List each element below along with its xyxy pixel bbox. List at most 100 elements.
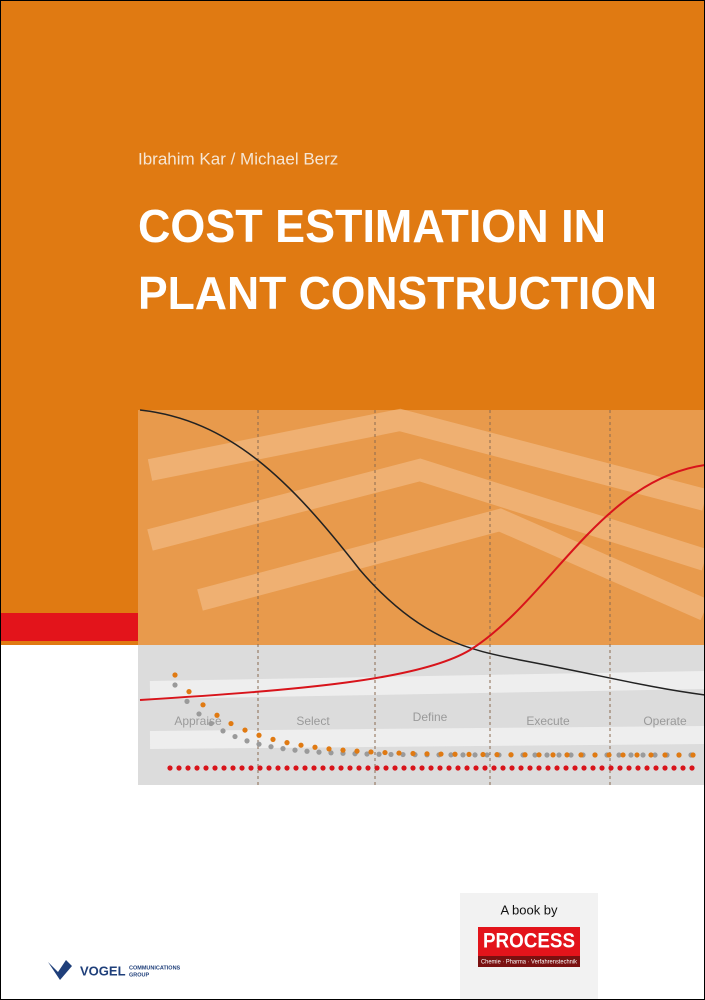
- decor-dot: [374, 765, 380, 771]
- decor-dot: [316, 749, 322, 755]
- decor-dot: [518, 765, 524, 771]
- decor-dot: [200, 702, 206, 708]
- decor-dot: [383, 765, 389, 771]
- logo-tagline: Chemie · Pharma · Verfahrenstechnik: [481, 960, 578, 966]
- decor-dot: [268, 744, 274, 750]
- badge-caption: A book by: [500, 902, 558, 917]
- decor-dot: [196, 711, 202, 717]
- decor-dot: [239, 765, 245, 771]
- decor-dot: [419, 765, 425, 771]
- decor-dot: [256, 741, 262, 747]
- decor-dot: [484, 752, 490, 758]
- decor-dot: [464, 765, 470, 771]
- decor-dot: [388, 751, 394, 758]
- decor-dot: [396, 750, 402, 756]
- decor-dot: [382, 749, 388, 756]
- decor-dot: [214, 712, 220, 718]
- decor-dot: [232, 733, 238, 740]
- tagline-bar: [478, 956, 580, 967]
- decor-dot: [466, 751, 472, 758]
- decor-dot: [270, 736, 276, 742]
- decor-dot: [536, 765, 542, 771]
- decor-dot: [354, 748, 360, 754]
- cover-illustration: Appraise Select Define Execute Operate: [138, 408, 705, 785]
- decor-dot: [329, 765, 335, 771]
- decor-dot: [340, 747, 346, 753]
- decor-dot: [410, 765, 416, 771]
- decor-dot: [527, 765, 533, 771]
- cost-curve: [139, 409, 705, 696]
- decor-dot: [455, 765, 461, 771]
- decor-dot: [230, 765, 236, 771]
- decor-dot: [338, 765, 344, 771]
- logo-mark: [48, 960, 72, 980]
- decor-dot: [460, 752, 466, 758]
- decor-dot: [400, 751, 406, 758]
- phase-dividers: [257, 410, 611, 785]
- decor-dot: [634, 752, 640, 758]
- decor-dot: [368, 749, 374, 755]
- decor-dot: [652, 752, 658, 758]
- decor-dot: [592, 752, 598, 758]
- decor-dot: [365, 765, 371, 771]
- decor-dot: [364, 751, 370, 757]
- decor-dot: [167, 765, 173, 771]
- phase-label: Execute: [526, 714, 570, 728]
- decor-dot: [437, 765, 443, 771]
- decor-dot: [347, 765, 353, 771]
- decor-dot: [448, 752, 454, 758]
- title-line: COST ESTIMATION IN: [138, 200, 606, 252]
- decor-dot: [653, 765, 659, 771]
- decor-dot: [556, 752, 562, 758]
- decor-dot: [304, 748, 310, 754]
- decor-dot: [690, 752, 696, 758]
- decor-dot: [242, 727, 248, 733]
- phase-label: Operate: [643, 714, 687, 728]
- decor-dot: [292, 747, 298, 753]
- decor-dot: [376, 751, 382, 757]
- publisher-line: COMMUNICATIONS: [129, 965, 181, 971]
- decor-dot: [280, 746, 286, 752]
- decor-dot: [172, 682, 178, 688]
- decor-dot: [550, 752, 556, 758]
- phase-labels: Appraise Select Define Execute Operate: [174, 710, 687, 728]
- decor-dot: [608, 765, 614, 771]
- decor-dot: [284, 765, 290, 771]
- decor-dot: [480, 751, 486, 758]
- decor-dot: [508, 752, 514, 758]
- decor-dot: [662, 752, 668, 758]
- decor-dot: [248, 765, 254, 771]
- decor-dot: [590, 765, 596, 771]
- decor-dot: [606, 752, 612, 758]
- decor-dot: [284, 740, 290, 746]
- phase-label: Define: [413, 710, 448, 724]
- publisher-logo: VOGEL COMMUNICATIONS GROUP: [48, 960, 181, 980]
- decor-dot: [635, 765, 641, 771]
- decor-dot: [194, 765, 200, 771]
- dot-rows: [167, 672, 696, 771]
- decor-dot: [401, 765, 407, 771]
- decor-dot: [620, 752, 626, 758]
- decor-dot: [568, 752, 574, 758]
- decor-dot: [564, 752, 570, 758]
- decor-dot: [572, 765, 578, 771]
- decor-dot: [356, 765, 362, 771]
- decor-dot: [500, 765, 506, 771]
- decor-dot: [628, 752, 634, 758]
- decor-dot: [644, 765, 650, 771]
- decor-dot: [482, 765, 488, 771]
- decor-dot: [578, 752, 584, 758]
- decor-dot: [320, 765, 326, 771]
- decor-dot: [328, 750, 334, 756]
- decor-dot: [472, 752, 478, 758]
- decor-dot: [266, 765, 272, 771]
- decor-dot: [494, 752, 500, 758]
- decor-dot: [203, 765, 209, 771]
- publisher-name: VOGEL: [80, 963, 126, 978]
- decor-dot: [452, 751, 458, 757]
- decor-dot: [536, 752, 542, 758]
- decor-dot: [257, 765, 263, 771]
- publisher-badge: A book by PROCESS Chemie · Pharma · Verf…: [460, 893, 598, 1000]
- decor-dot: [311, 765, 317, 771]
